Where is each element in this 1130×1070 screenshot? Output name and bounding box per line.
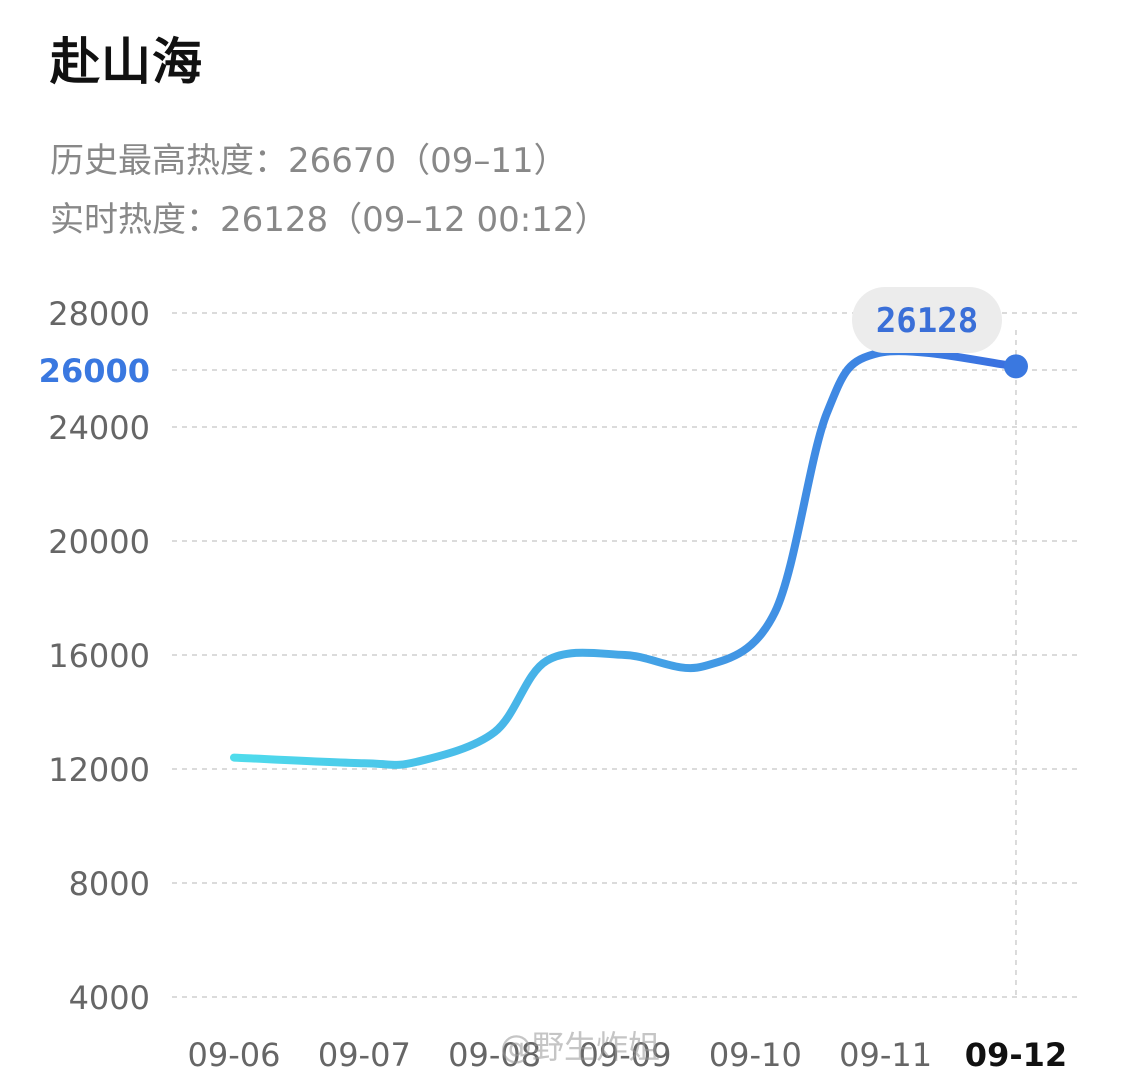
y-tick-label-16000: 16000 [48,637,150,675]
x-tick-label-09-07: 09-07 [318,1036,411,1070]
y-tick-label-12000: 12000 [48,751,150,789]
realtime-heat-text: 实时热度：26128（09–12 00:12） [50,200,609,240]
x-tick-label-09-10: 09-10 [709,1036,802,1070]
page-title: 赴山海 [50,33,203,91]
y-tick-label-24000: 24000 [48,409,150,447]
x-tick-label-09-09: 09-09 [578,1036,671,1070]
x-tick-label-09-08: 09-08 [448,1036,541,1070]
y-tick-label-20000: 20000 [48,523,150,561]
x-tick-label-09-11: 09-11 [839,1036,932,1070]
current-point-marker[interactable] [1003,354,1028,379]
y-tick-label-28000: 28000 [48,295,150,333]
value-bubble-label: 26128 [876,301,978,341]
y-tick-label-8000: 8000 [69,865,150,903]
watermark: @野生炸姐 [500,1028,661,1066]
x-tick-label-09-06: 09-06 [188,1036,281,1070]
heat-series-line [230,347,1020,769]
y-tick-label-26000: 26000 [39,352,150,390]
value-bubble [852,287,1002,353]
peak-heat-text: 历史最高热度：26670（09–11） [50,141,568,181]
y-tick-label-4000: 4000 [69,979,150,1017]
x-tick-label-09-12: 09-12 [965,1036,1067,1070]
